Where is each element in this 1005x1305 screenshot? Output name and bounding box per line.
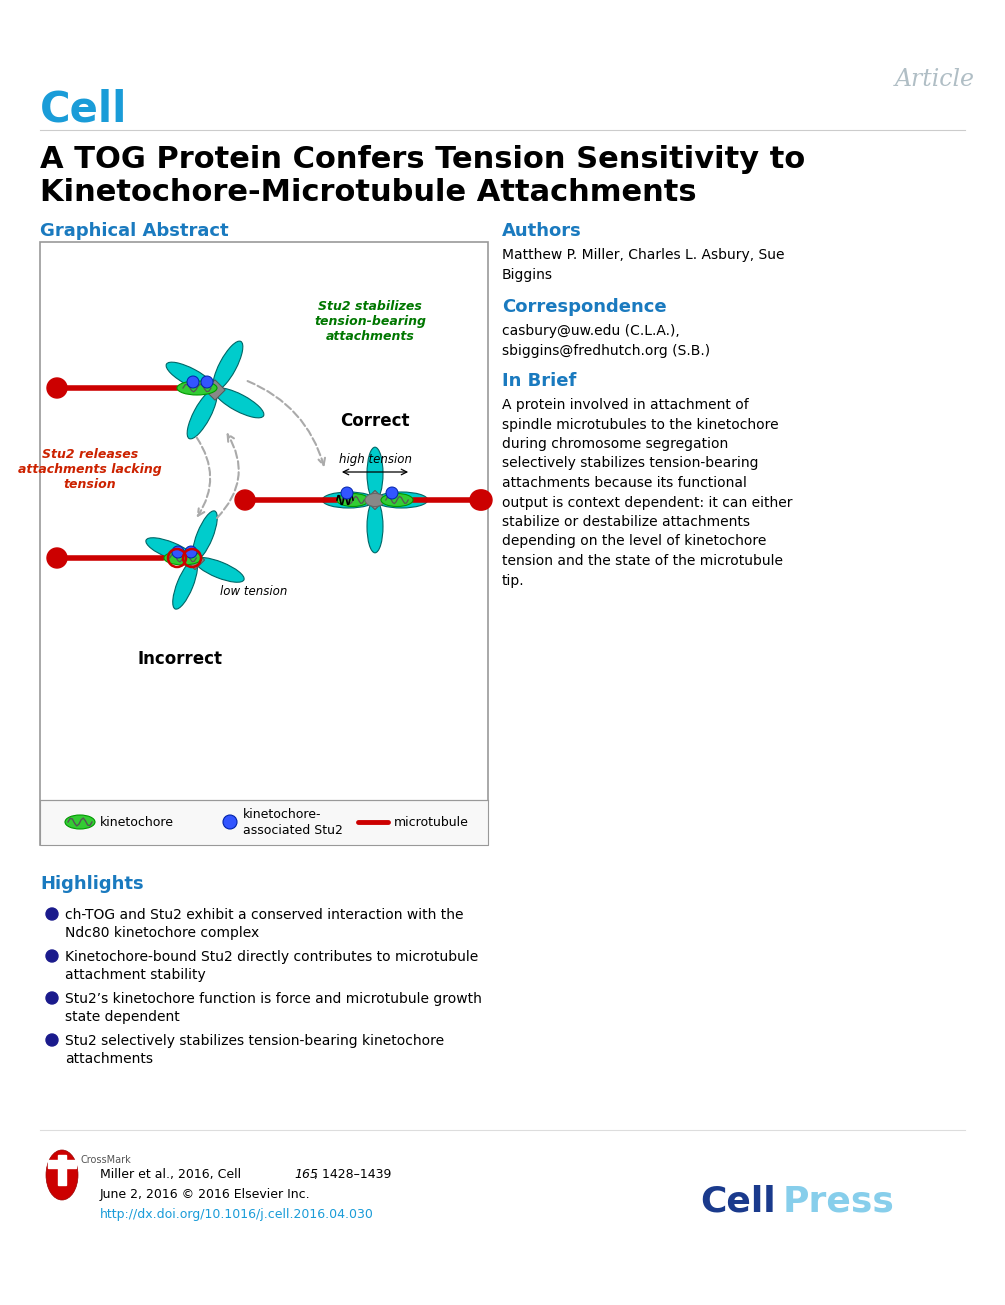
Ellipse shape: [337, 493, 369, 506]
Text: Kinetochore-Microtubule Attachments: Kinetochore-Microtubule Attachments: [40, 177, 696, 207]
Ellipse shape: [193, 510, 217, 560]
Polygon shape: [185, 551, 205, 569]
Text: , 1428–1439: , 1428–1439: [314, 1168, 391, 1181]
Ellipse shape: [195, 557, 244, 582]
Text: high tension: high tension: [339, 453, 411, 466]
Text: casbury@uw.edu (C.L.A.),
sbiggins@fredhutch.org (S.B.): casbury@uw.edu (C.L.A.), sbiggins@fredhu…: [502, 324, 711, 358]
Circle shape: [172, 545, 184, 559]
Text: microtubule: microtubule: [394, 816, 469, 829]
Ellipse shape: [164, 551, 202, 565]
Ellipse shape: [215, 388, 264, 418]
Text: Kinetochore-bound Stu2 directly contributes to microtubule
attachment stability: Kinetochore-bound Stu2 directly contribu…: [65, 950, 478, 983]
Text: Stu2 stabilizes
tension-bearing
attachments: Stu2 stabilizes tension-bearing attachme…: [314, 300, 426, 343]
Text: Miller et al., 2016, Cell: Miller et al., 2016, Cell: [100, 1168, 245, 1181]
Text: kinetochore-
associated Stu2: kinetochore- associated Stu2: [243, 808, 343, 837]
Circle shape: [46, 992, 58, 1004]
Text: Press: Press: [783, 1185, 894, 1219]
Circle shape: [472, 489, 492, 510]
FancyArrowPatch shape: [217, 435, 239, 518]
Ellipse shape: [375, 492, 428, 508]
Text: Stu2’s kinetochore function is force and microtubule growth
state dependent: Stu2’s kinetochore function is force and…: [65, 992, 481, 1024]
Text: Incorrect: Incorrect: [138, 650, 222, 668]
FancyBboxPatch shape: [48, 1160, 76, 1168]
Ellipse shape: [177, 381, 217, 395]
FancyArrowPatch shape: [247, 381, 325, 465]
Circle shape: [201, 376, 213, 388]
Text: Article: Article: [895, 68, 975, 91]
Circle shape: [223, 816, 237, 829]
Text: CrossMark: CrossMark: [80, 1155, 131, 1165]
Circle shape: [185, 545, 197, 559]
Ellipse shape: [323, 492, 375, 508]
Ellipse shape: [381, 493, 413, 506]
Circle shape: [386, 487, 398, 499]
Text: Correspondence: Correspondence: [502, 298, 666, 316]
Text: Authors: Authors: [502, 222, 582, 240]
Circle shape: [47, 378, 67, 398]
FancyBboxPatch shape: [40, 800, 488, 846]
Polygon shape: [205, 380, 225, 401]
Text: June 2, 2016 © 2016 Elsevier Inc.: June 2, 2016 © 2016 Elsevier Inc.: [100, 1188, 311, 1201]
Text: Cell: Cell: [40, 87, 128, 130]
Circle shape: [341, 487, 353, 499]
Circle shape: [46, 950, 58, 962]
Ellipse shape: [367, 448, 383, 500]
Text: Stu2 releases
attachments lacking
tension: Stu2 releases attachments lacking tensio…: [18, 448, 162, 491]
FancyBboxPatch shape: [40, 241, 488, 846]
Text: 165: 165: [294, 1168, 318, 1181]
Ellipse shape: [367, 500, 383, 553]
Ellipse shape: [365, 493, 385, 506]
FancyArrowPatch shape: [197, 437, 210, 515]
Text: Stu2 selectively stabilizes tension-bearing kinetochore
attachments: Stu2 selectively stabilizes tension-bear…: [65, 1034, 444, 1066]
Ellipse shape: [173, 560, 197, 609]
Ellipse shape: [187, 390, 217, 438]
FancyBboxPatch shape: [58, 1155, 66, 1185]
Ellipse shape: [46, 1150, 78, 1201]
Text: Cell: Cell: [700, 1185, 776, 1219]
Text: low tension: low tension: [220, 585, 287, 598]
Text: Graphical Abstract: Graphical Abstract: [40, 222, 228, 240]
Text: http://dx.doi.org/10.1016/j.cell.2016.04.030: http://dx.doi.org/10.1016/j.cell.2016.04…: [100, 1208, 374, 1221]
Text: A protein involved in attachment of
spindle microtubules to the kinetochore
duri: A protein involved in attachment of spin…: [502, 398, 793, 587]
Ellipse shape: [213, 341, 243, 390]
Text: Highlights: Highlights: [40, 874, 144, 893]
Text: A TOG Protein Confers Tension Sensitivity to: A TOG Protein Confers Tension Sensitivit…: [40, 145, 805, 174]
Circle shape: [187, 376, 199, 388]
Ellipse shape: [146, 538, 195, 562]
Circle shape: [470, 489, 490, 510]
Text: kinetochore: kinetochore: [100, 816, 174, 829]
Circle shape: [46, 908, 58, 920]
Circle shape: [235, 489, 255, 510]
Circle shape: [46, 1034, 58, 1047]
Text: Correct: Correct: [341, 412, 410, 431]
Text: Matthew P. Miller, Charles L. Asbury, Sue
Biggins: Matthew P. Miller, Charles L. Asbury, Su…: [502, 248, 785, 282]
Ellipse shape: [166, 363, 215, 392]
Circle shape: [47, 548, 67, 568]
Text: In Brief: In Brief: [502, 372, 577, 390]
Ellipse shape: [65, 816, 95, 829]
Polygon shape: [366, 491, 385, 509]
Text: ch-TOG and Stu2 exhibit a conserved interaction with the
Ndc80 kinetochore compl: ch-TOG and Stu2 exhibit a conserved inte…: [65, 908, 463, 941]
